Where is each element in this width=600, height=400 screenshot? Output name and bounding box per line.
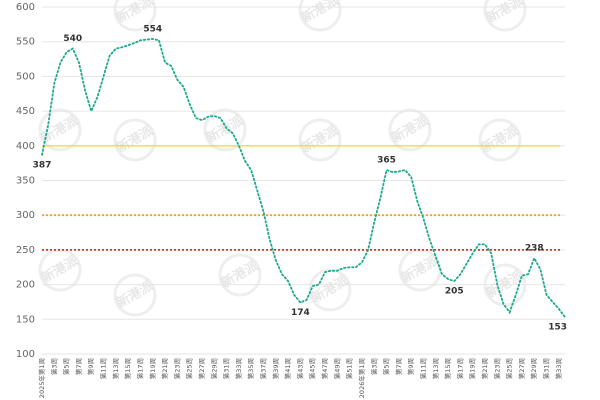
x-tick-label: 第17周 (135, 358, 144, 379)
x-tick-label: 第23周 (172, 358, 181, 379)
x-tick-label: 第13周 (431, 358, 440, 379)
y-tick-label: 500 (16, 71, 35, 82)
watermark-circle (478, 118, 522, 162)
data-label: 238 (525, 244, 544, 254)
x-tick-label: 第3周 (49, 358, 58, 375)
x-tick-label: 第7周 (74, 358, 83, 375)
x-tick-label: 第25周 (185, 358, 194, 379)
y-tick-label: 600 (16, 2, 35, 13)
watermark-circle (308, 268, 352, 312)
x-tick-label: 第39周 (271, 358, 280, 379)
x-tick-label: 第21周 (480, 358, 489, 379)
data-label: 554 (143, 24, 162, 34)
x-tick-label: 第27周 (197, 358, 206, 379)
x-tick-label: 第23周 (492, 358, 501, 379)
x-tick-label: 第19周 (148, 358, 157, 379)
x-tick-label: 第35周 (246, 358, 255, 379)
watermark-circle (113, 118, 157, 162)
x-tick-label: 第7周 (394, 358, 403, 375)
x-tick-label: 第37周 (259, 358, 268, 379)
y-tick-label: 250 (16, 245, 35, 256)
x-tick-label: 第17周 (455, 358, 464, 379)
x-tick-label: 第5周 (62, 358, 71, 375)
y-tick-label: 550 (16, 37, 35, 48)
x-tick-label: 第15周 (123, 358, 132, 379)
x-tick-label: 第31周 (222, 358, 231, 379)
x-tick-label: 第41周 (283, 358, 292, 379)
x-tick-label: 第11周 (99, 358, 108, 379)
x-tick-label: 第27周 (517, 358, 526, 379)
line (41, 38, 566, 319)
x-tick-label: 第9周 (86, 358, 95, 375)
y-tick-label: 350 (16, 176, 35, 187)
data-label: 540 (63, 34, 82, 44)
x-tick-label: 第49周 (332, 358, 341, 379)
x-tick-label: 第29周 (209, 358, 218, 379)
watermark-circle (218, 253, 262, 297)
x-tick-label: 第11周 (418, 358, 427, 379)
x-tick-label: 第33周 (234, 358, 243, 379)
x-tick-label: 第21周 (160, 358, 169, 379)
y-tick-label: 200 (16, 280, 35, 291)
y-tick-label: 300 (16, 210, 35, 221)
data-label: 205 (445, 287, 464, 297)
x-tick-label: 第43周 (295, 358, 304, 379)
watermark-circle (113, 273, 157, 317)
x-tick-label: 第31周 (542, 358, 551, 379)
x-tick-label: 第47周 (320, 358, 329, 379)
x-tick-label: 2026年第1周 (357, 358, 366, 398)
y-tick-label: 450 (16, 106, 35, 117)
x-tick-label: 2025年第1周 (37, 358, 46, 398)
watermark-circle (388, 108, 432, 152)
x-tick-label: 第3周 (369, 358, 378, 375)
data-label: 153 (548, 323, 567, 333)
x-tick-label: 第29周 (529, 358, 538, 379)
x-tick-label: 第5周 (382, 358, 391, 375)
y-tick-label: 150 (16, 314, 35, 325)
watermark-circle (203, 108, 247, 152)
watermark-circle (298, 118, 342, 162)
x-tick-label: 第13周 (111, 358, 120, 379)
data-label: 387 (33, 160, 52, 170)
y-tick-label: 100 (16, 349, 35, 360)
x-tick-label: 第45周 (308, 358, 317, 379)
data-label: 365 (377, 156, 396, 166)
x-tick-label: 第33周 (554, 358, 563, 379)
data-label: 174 (291, 308, 310, 318)
x-tick-label: 第25周 (505, 358, 514, 379)
watermark-circle (38, 108, 82, 152)
x-tick-label: 第51周 (345, 358, 354, 379)
watermark-circle (113, 0, 157, 32)
watermark-circle (298, 0, 342, 32)
x-tick-label: 第15周 (443, 358, 452, 379)
x-tick-label: 第19周 (468, 358, 477, 379)
x-tick-label: 第9周 (406, 358, 415, 375)
y-tick-label: 400 (16, 141, 35, 152)
watermark-circle (483, 0, 527, 32)
